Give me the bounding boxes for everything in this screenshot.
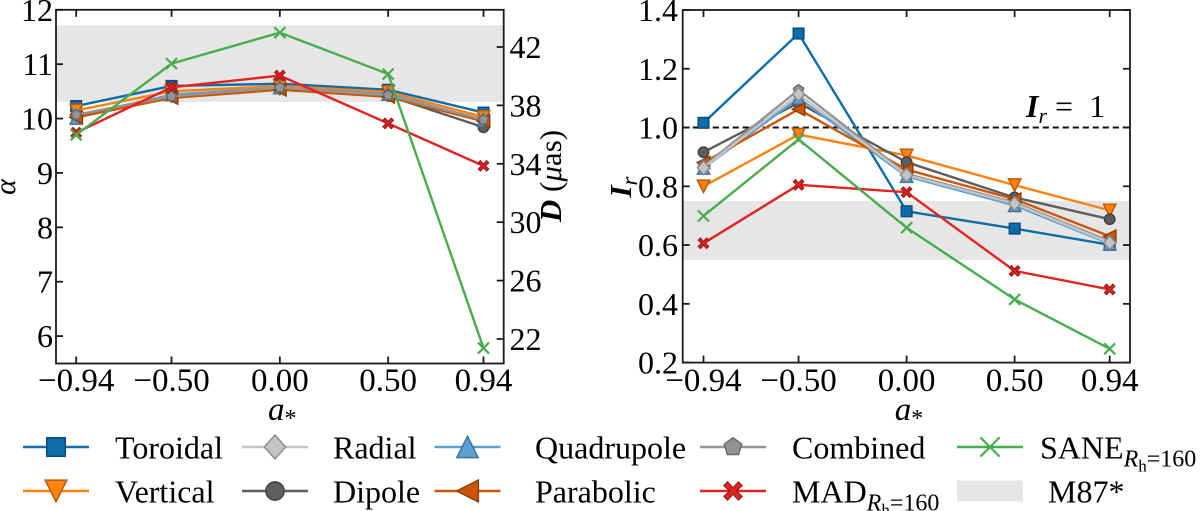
svg-text:M87*: M87* [1048, 474, 1124, 510]
svg-text:0.94: 0.94 [1081, 363, 1139, 399]
svg-text:a*: a* [268, 392, 297, 432]
svg-text:6: 6 [37, 318, 53, 354]
svg-text:−0.94: −0.94 [665, 363, 741, 399]
svg-text:Ir: Ir [603, 175, 642, 198]
svg-text:7: 7 [37, 264, 53, 300]
svg-text:30: 30 [510, 204, 542, 240]
svg-text:22: 22 [510, 321, 542, 357]
svg-text:−0.50: −0.50 [760, 363, 836, 399]
svg-text:Parabolic: Parabolic [535, 474, 656, 510]
svg-text:11: 11 [22, 46, 53, 82]
svg-text:Radial: Radial [333, 430, 417, 466]
svg-text:0.6: 0.6 [638, 227, 678, 263]
svg-text:Ir = 1: Ir = 1 [1025, 88, 1105, 128]
svg-text:a*: a* [895, 392, 924, 432]
svg-text:1.0: 1.0 [638, 110, 678, 146]
svg-text:1.4: 1.4 [638, 0, 678, 28]
svg-text:12: 12 [21, 0, 53, 28]
svg-text:Quadrupole: Quadrupole [535, 430, 686, 466]
svg-text:8: 8 [37, 209, 53, 245]
svg-text:0.50: 0.50 [986, 363, 1044, 399]
svg-text:1.2: 1.2 [638, 51, 678, 87]
svg-text:10: 10 [21, 101, 53, 137]
svg-text:0.00: 0.00 [878, 363, 936, 399]
svg-text:0.8: 0.8 [638, 168, 678, 204]
svg-text:D (μas): D (μas) [533, 130, 568, 223]
svg-text:0.4: 0.4 [638, 286, 678, 322]
svg-text:42: 42 [510, 29, 542, 65]
svg-text:0.00: 0.00 [251, 363, 309, 399]
svg-text:Vertical: Vertical [115, 474, 215, 510]
svg-text:38: 38 [510, 87, 542, 123]
svg-text:0.2: 0.2 [638, 345, 678, 381]
svg-text:0.50: 0.50 [359, 363, 417, 399]
svg-text:26: 26 [510, 263, 542, 299]
svg-text:Dipole: Dipole [333, 474, 420, 510]
svg-text:α: α [0, 178, 22, 195]
svg-text:9: 9 [37, 155, 53, 191]
svg-text:Toroidal: Toroidal [115, 430, 223, 466]
svg-text:34: 34 [510, 146, 542, 182]
svg-text:Combined: Combined [792, 430, 925, 466]
svg-text:−0.94: −0.94 [38, 363, 114, 399]
svg-text:0.94: 0.94 [455, 363, 513, 399]
svg-text:−0.50: −0.50 [133, 363, 209, 399]
